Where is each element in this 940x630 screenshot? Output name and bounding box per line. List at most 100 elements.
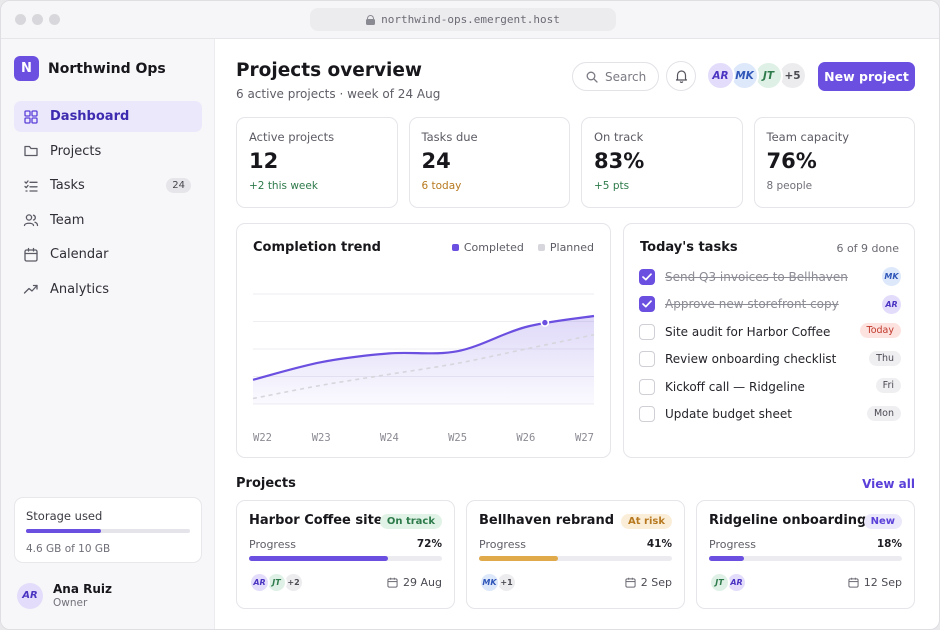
task-item: Update budget sheet Mon [639, 401, 901, 429]
team-avatars[interactable]: AR MK JT +5 [706, 61, 807, 90]
bell-icon [675, 70, 687, 83]
task-label[interactable]: Review onboarding checklist [665, 352, 837, 367]
project-footer: JT AR 12 Sep [709, 572, 902, 593]
task-label[interactable]: Approve new storefront copy [665, 297, 839, 312]
sidebar-item-calendar[interactable]: Calendar [14, 239, 202, 270]
task-checkbox[interactable] [639, 406, 655, 423]
storage-bar [26, 529, 190, 533]
progress-bar [479, 556, 672, 561]
project-card[interactable]: Harbor Coffee site On track Progress 72% AR J… [236, 500, 455, 609]
task-checkbox[interactable] [639, 351, 655, 368]
task-label[interactable]: Update budget sheet [665, 407, 792, 422]
projects-heading: Projects [236, 476, 296, 491]
sidebar-item-projects[interactable]: Projects [14, 136, 202, 167]
task-item: Send Q3 invoices to Bellhaven MK [639, 263, 901, 291]
task-item: Review onboarding checklist Thu [639, 346, 901, 374]
stat-delta: 8 people [766, 180, 813, 192]
stat-delta: 6 today [421, 180, 462, 192]
sidebar-item-label: Tasks [50, 178, 85, 193]
project-card[interactable]: Bellhaven rebrand At risk Progress 41% MK +1 2… [466, 500, 685, 609]
task-list: Send Q3 invoices to Bellhaven MK Approve n… [639, 263, 901, 428]
sidebar-item-dashboard[interactable]: Dashboard [14, 101, 202, 132]
progress-row: Progress 41% [479, 538, 672, 551]
url-text: northwind-ops.emergent.host [381, 13, 560, 26]
due-tag: Thu [869, 350, 901, 366]
due-tag: Today [859, 323, 901, 338]
address-bar[interactable]: northwind-ops.emergent.host [310, 8, 616, 31]
project-name: Ridgeline onboarding [709, 513, 867, 528]
checklist-icon [24, 179, 38, 192]
due-date-text: 12 Sep [863, 576, 902, 589]
projects-row: Harbor Coffee site On track Progress 72% AR J… [236, 500, 915, 609]
user-profile[interactable]: AR Ana Ruiz Owner [17, 582, 112, 609]
brand[interactable]: N Northwind Ops [14, 56, 166, 81]
assignee-avatar: AR [882, 294, 901, 314]
new-project-button[interactable]: New project [818, 62, 915, 91]
stat-label: Team capacity [766, 130, 850, 144]
search-input[interactable]: Search [572, 62, 659, 91]
legend-label: Planned [549, 241, 594, 254]
task-checkbox[interactable] [639, 296, 655, 313]
stat-delta: +5 pts [594, 180, 630, 192]
project-card[interactable]: Ridgeline onboarding New Progress 18% JT AR 12… [696, 500, 915, 609]
task-label[interactable]: Send Q3 invoices to Bellhaven [665, 269, 848, 284]
notifications-button[interactable] [666, 61, 696, 91]
progress-value: 72% [416, 538, 442, 550]
legend-item: Planned [537, 241, 594, 254]
task-checkbox[interactable] [639, 323, 655, 340]
sidebar: N Northwind Ops Dashboard Projects Tasks 24… [1, 39, 215, 629]
users-icon [23, 214, 39, 227]
sidebar-item-team[interactable]: Team [14, 205, 202, 236]
task-label[interactable]: Kickoff call — Ridgeline [665, 379, 805, 394]
task-item: Approve new storefront copy AR [639, 291, 901, 319]
task-checkbox[interactable] [639, 378, 655, 395]
legend-label: Completed [463, 241, 524, 254]
assignee-avatar: MK [882, 267, 901, 286]
calendar-icon [848, 577, 859, 588]
trend-icon [23, 284, 38, 294]
count-badge: 24 [166, 178, 191, 193]
due-date-text: 2 Sep [640, 576, 672, 589]
highlight-point [540, 318, 550, 327]
progress-bar-fill [709, 556, 744, 561]
folder-icon [24, 145, 38, 157]
x-tick-label: W27 [575, 432, 594, 444]
legend-swatch [537, 244, 545, 251]
status-badge: On track [379, 514, 442, 529]
storage-text: 4.6 GB of 10 GB [26, 543, 111, 555]
window-close-dot[interactable] [15, 14, 26, 25]
completed-area [253, 316, 594, 404]
calendar-icon [625, 577, 636, 588]
stat-label: On track [594, 130, 644, 144]
stat-value: 83% [594, 149, 645, 173]
project-name: Bellhaven rebrand [479, 513, 615, 528]
sidebar-item-label: Analytics [50, 281, 110, 297]
avatar: MK [479, 572, 500, 593]
progress-label: Progress [479, 538, 526, 551]
sidebar-item-label: Dashboard [50, 109, 130, 124]
due-date: 12 Sep [848, 576, 902, 589]
completion-trend-card: W22 W23 W24 W25 W26 W27 Completion trend Comp… [236, 223, 611, 458]
task-label[interactable]: Site audit for Harbor Coffee [665, 324, 831, 339]
search-placeholder: Search [605, 69, 647, 84]
avatar[interactable]: AR [706, 61, 735, 90]
storage-bar-fill [26, 529, 102, 533]
brand-name: Northwind Ops [48, 60, 166, 77]
user-role: Owner [53, 597, 88, 609]
sidebar-item-label: Calendar [50, 247, 109, 262]
window-minimize-dot[interactable] [32, 14, 43, 25]
check-icon [642, 300, 652, 308]
view-all-link[interactable]: View all [862, 477, 915, 491]
page-subtitle: 6 active projects · week of 24 Aug [236, 87, 441, 101]
stat-label: Tasks due [421, 130, 478, 144]
sidebar-item-analytics[interactable]: Analytics [14, 274, 202, 305]
project-avatars: MK +1 [479, 572, 517, 593]
stat-card: Team capacity 76% 8 people [753, 117, 915, 208]
window-maximize-dot[interactable] [49, 14, 60, 25]
project-name: Harbor Coffee site [249, 513, 383, 528]
search-icon [586, 71, 598, 83]
stat-card: Active projects 12 +2 this week [236, 117, 398, 208]
sidebar-item-tasks[interactable]: Tasks 24 [14, 170, 202, 201]
task-checkbox[interactable] [639, 268, 655, 285]
brand-logo: N [14, 56, 39, 81]
